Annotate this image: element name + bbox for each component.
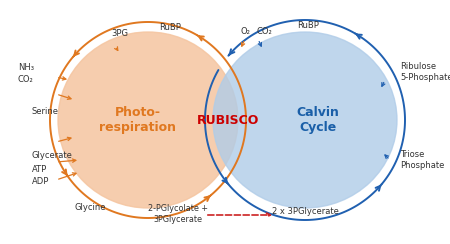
Text: RUBISCO: RUBISCO <box>197 113 259 126</box>
Text: Glycerate: Glycerate <box>32 151 73 160</box>
Text: ATP: ATP <box>32 165 47 174</box>
Text: ADP: ADP <box>32 177 50 186</box>
Text: NH₃: NH₃ <box>18 63 34 72</box>
Text: Glycine: Glycine <box>74 203 106 212</box>
Text: Triose
Phosphate: Triose Phosphate <box>400 150 445 170</box>
Text: 2 x 3PGlycerate: 2 x 3PGlycerate <box>271 206 338 215</box>
Ellipse shape <box>58 32 238 208</box>
Text: O₂: O₂ <box>240 28 250 37</box>
Text: RuBP: RuBP <box>297 21 319 30</box>
Text: Photo-
respiration: Photo- respiration <box>99 105 176 134</box>
Text: Ribulose
5-Phosphate: Ribulose 5-Phosphate <box>400 62 450 82</box>
Text: CO₂: CO₂ <box>256 28 272 37</box>
Text: 3PG: 3PG <box>112 30 129 39</box>
Text: RuBP: RuBP <box>159 22 181 31</box>
Text: Calvin
Cycle: Calvin Cycle <box>297 105 339 134</box>
Ellipse shape <box>213 32 397 208</box>
Text: CO₂: CO₂ <box>18 75 34 84</box>
Text: Serine: Serine <box>32 108 59 116</box>
Text: 2-PGlycolate +
3PGlycerate: 2-PGlycolate + 3PGlycerate <box>148 204 208 224</box>
